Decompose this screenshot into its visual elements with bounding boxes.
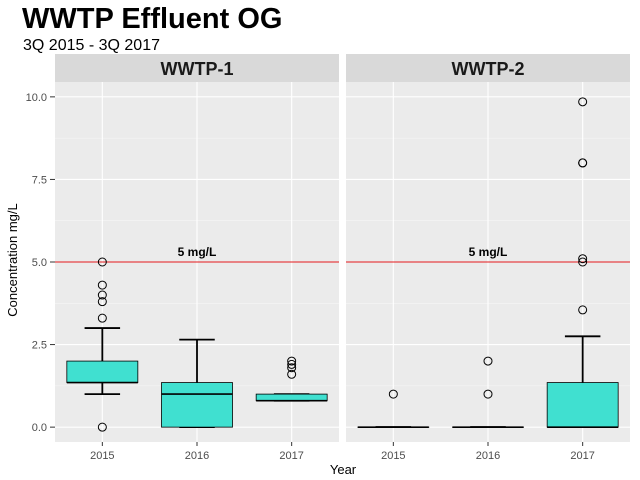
- outlier-point: [578, 254, 588, 264]
- box-body: [255, 393, 328, 402]
- outlier-point: [287, 363, 297, 373]
- outlier-point: [287, 369, 297, 379]
- x-tick-label: 2017: [279, 450, 303, 462]
- chart-title: WWTP Effluent OG: [22, 3, 282, 35]
- y-tick-label: 10.0: [26, 92, 47, 104]
- outlier-point: [483, 389, 493, 399]
- box-2017: [546, 97, 619, 429]
- y-tick-label: 7.5: [32, 174, 47, 186]
- box-2016: [452, 356, 524, 429]
- box-2015: [357, 389, 430, 429]
- outlier-point: [578, 305, 588, 315]
- outlier-point: [578, 158, 588, 168]
- y-axis: 0.0 2.5 5.0 7.5 10.0: [26, 92, 55, 434]
- x-tick-label: 2015: [381, 450, 405, 462]
- box-2016: [161, 338, 233, 429]
- outlier-point: [97, 257, 107, 267]
- y-axis-title: Concentration mg/L: [5, 203, 20, 316]
- outlier-point: [578, 97, 588, 107]
- outlier-point: [97, 422, 107, 432]
- panel-strip: [346, 54, 630, 82]
- box-body: [546, 382, 619, 428]
- box-2017: [255, 356, 328, 402]
- panels: WWTP-1 5 mg/L 2015 2016 2017 WWTP-2 5 mg/L 2015…: [55, 54, 630, 462]
- x-tick-label: 2015: [90, 450, 114, 462]
- box-body: [161, 382, 233, 428]
- reference-line-label: 5 mg/L: [178, 245, 217, 259]
- outlier-point: [388, 389, 398, 399]
- outlier-point: [97, 313, 107, 323]
- outlier-point: [483, 356, 493, 366]
- x-tick-label: 2016: [476, 450, 500, 462]
- y-tick-label: 5.0: [32, 257, 47, 269]
- chart-subtitle: 3Q 2015 - 3Q 2017: [23, 37, 160, 54]
- outlier-point: [578, 257, 588, 267]
- outlier-point: [97, 297, 107, 307]
- panel-strip-label: WWTP-1: [161, 59, 234, 79]
- panel-strip-label: WWTP-2: [452, 59, 525, 79]
- outlier-point: [287, 356, 297, 366]
- x-tick-label: 2017: [570, 450, 594, 462]
- box-body: [66, 360, 139, 383]
- outlier-point: [97, 280, 107, 290]
- y-tick-label: 2.5: [32, 340, 47, 352]
- y-tick-label: 0.0: [32, 422, 47, 434]
- panel-strip: [55, 54, 339, 82]
- outlier-point: [97, 290, 107, 300]
- box-2015: [66, 257, 139, 432]
- panel-wwtp-1: WWTP-1 5 mg/L 2015 2016 2017: [55, 54, 339, 462]
- panel-wwtp-2: WWTP-2 5 mg/L 2015 2016 2017: [346, 54, 630, 462]
- reference-line-label: 5 mg/L: [469, 245, 508, 259]
- x-tick-label: 2016: [185, 450, 209, 462]
- x-axis-title: Year: [330, 462, 357, 477]
- outlier-point: [287, 359, 297, 369]
